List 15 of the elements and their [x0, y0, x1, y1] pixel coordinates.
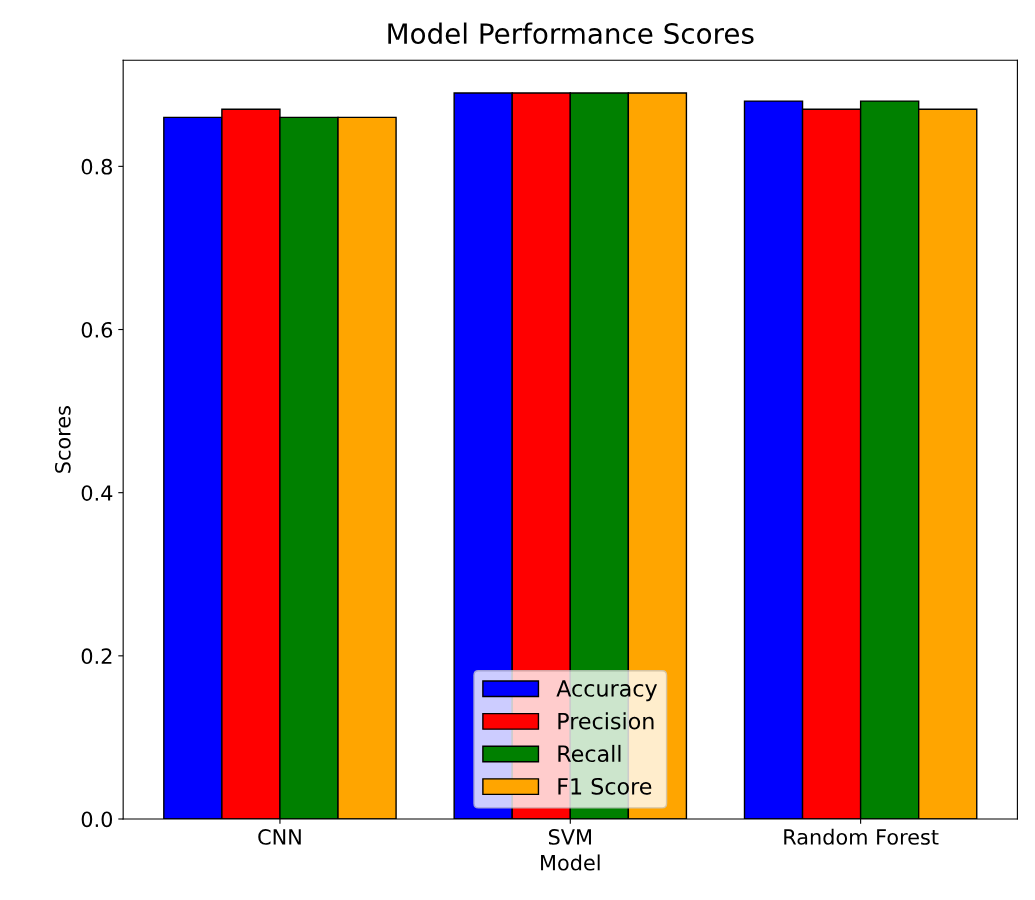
legend-label: Recall [558, 744, 621, 763]
legend-label: F1 Score [558, 777, 652, 795]
y-tick-label: 0.8 [81, 158, 113, 175]
legend-label: Precision [558, 712, 654, 730]
legend-label: Accuracy [556, 680, 658, 702]
y-tick-label: 0.0 [81, 811, 113, 828]
y-tick-label: 0.4 [81, 485, 113, 501]
x-axis-title: Model [541, 854, 600, 871]
y-tick-label: 0.6 [81, 321, 113, 338]
x-tick-label: SVM [548, 829, 591, 845]
y-axis-title: Scores [54, 406, 71, 473]
chart-title: Model Performance Scores [388, 22, 754, 45]
x-tick-label: CNN [258, 829, 301, 845]
y-tick-label: 0.2 [81, 648, 112, 665]
x-tick-label: Random Forest [784, 828, 939, 845]
